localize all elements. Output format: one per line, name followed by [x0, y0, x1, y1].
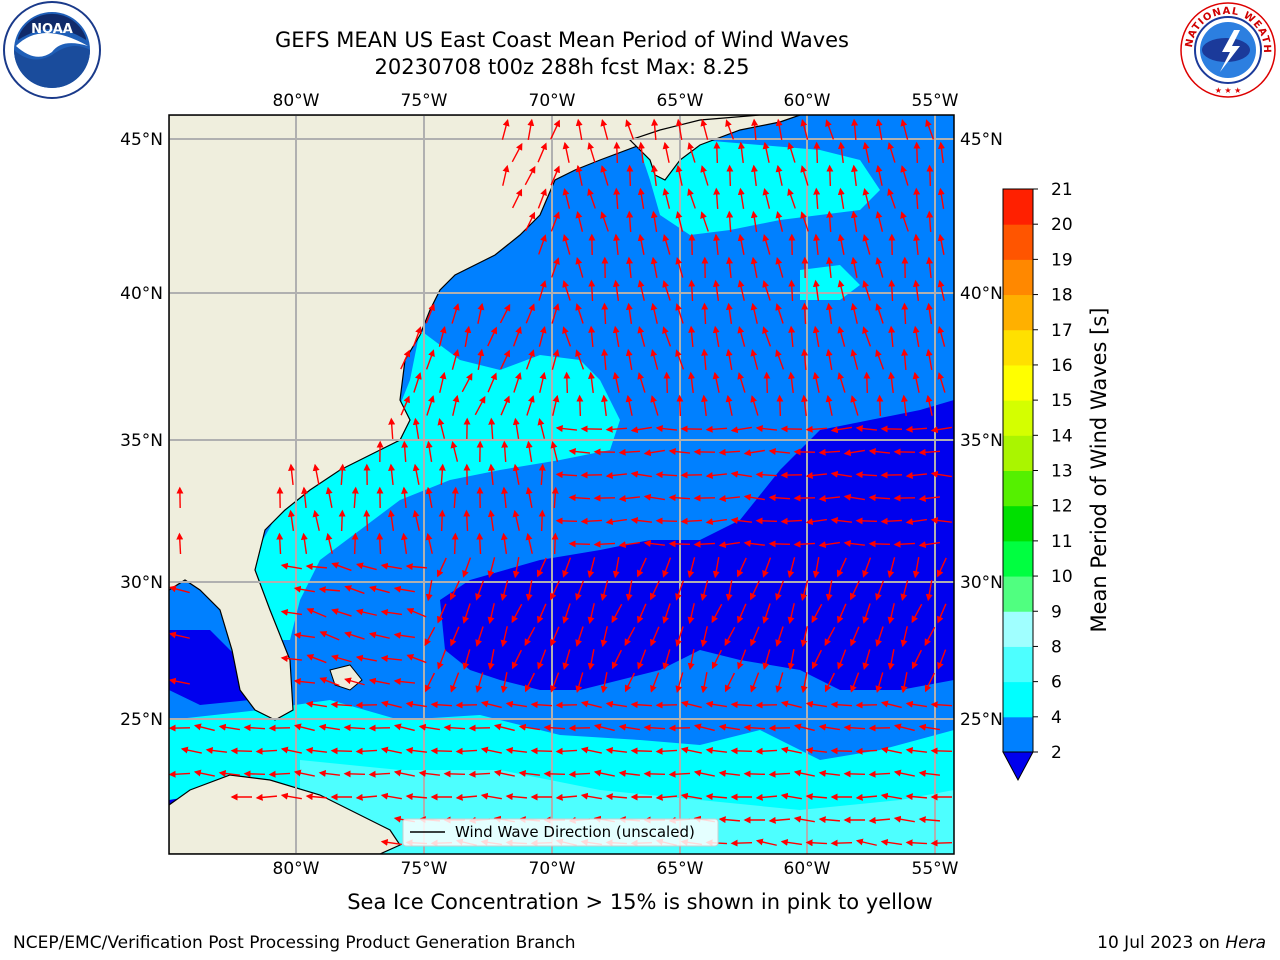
colorbar-segment — [1003, 540, 1033, 577]
colorbar-tick-label: 21 — [1051, 180, 1073, 200]
footer-date-text: 10 Jul 2023 on — [1097, 933, 1226, 953]
colorbar-segment — [1003, 646, 1033, 683]
wind-wave-direction-arrows — [169, 118, 953, 847]
colorbar-segment — [1003, 189, 1033, 225]
svg-text:★ ★ ★: ★ ★ ★ — [1215, 86, 1242, 95]
wave-period-band-4-6 — [240, 330, 620, 640]
colorbar-segment — [1003, 470, 1033, 507]
lat-label-left-25n: 25°N — [120, 710, 163, 730]
map-subtitle: 20230708 t00z 288h fcst Max: 8.25 — [374, 55, 750, 79]
lon-label-top-75w: 75°W — [401, 91, 448, 111]
colorbar-extend-arrow — [1002, 751, 1034, 782]
colorbar-label: Mean Period of Wind Waves [s] — [1087, 308, 1111, 633]
colorbar-tick-label: 19 — [1051, 250, 1073, 270]
wave-period-band-4-6-gulfofmaine — [640, 140, 880, 235]
colorbar-segment — [1003, 364, 1033, 401]
lat-label-right-40n: 40°N — [960, 284, 1003, 304]
us-east-coast-land — [169, 115, 801, 721]
noaa-logo: NOAA — [3, 1, 101, 99]
colorbar-tick-label: 14 — [1051, 426, 1073, 446]
lat-label-left-45n: 45°N — [120, 130, 163, 150]
colorbar-segment — [1003, 224, 1033, 260]
lat-label-right-30n: 30°N — [960, 573, 1003, 593]
colorbar: 2 4 6 8 9 10 11 12 13 14 15 16 17 18 19 20 21 — [1002, 180, 1073, 782]
map-plot-area — [169, 115, 954, 854]
colorbar-tick-label: 17 — [1051, 321, 1073, 341]
colorbar-segment — [1003, 329, 1033, 366]
lat-label-left-30n: 30°N — [120, 573, 163, 593]
colorbar-segment — [1003, 259, 1033, 296]
colorbar-segment — [1003, 681, 1033, 718]
lon-label-top-80w: 80°W — [273, 91, 320, 111]
lon-label-top-65w: 65°W — [657, 91, 704, 111]
lon-label-bottom-55w: 55°W — [912, 859, 959, 879]
lon-label-bottom-75w: 75°W — [401, 859, 448, 879]
colorbar-segment — [1003, 716, 1033, 753]
colorbar-tick-label: 18 — [1051, 286, 1073, 306]
noaa-logo-text: NOAA — [31, 22, 73, 37]
wave-period-below-2-gulf — [169, 630, 250, 705]
footer-producer: NCEP/EMC/Verification Post Processing Pr… — [13, 933, 576, 953]
colorbar-tick-label: 15 — [1051, 391, 1073, 411]
footer-date: 10 Jul 2023 on Hera — [1097, 933, 1266, 953]
map-title: GEFS MEAN US East Coast Mean Period of W… — [275, 28, 849, 52]
wave-period-band-4-6-patch — [800, 265, 860, 300]
colorbar-segment — [1003, 400, 1033, 436]
colorbar-tick-label: 6 — [1051, 673, 1062, 693]
colorbar-tick-label: 10 — [1051, 567, 1073, 587]
colorbar-tick-label: 2 — [1051, 743, 1062, 763]
colorbar-tick-label: 8 — [1051, 637, 1062, 657]
nws-logo: NATIONAL WEATHER SERVICE ★ ★ ★ — [1178, 0, 1276, 98]
lat-label-right-25n: 25°N — [960, 710, 1003, 730]
colorbar-segment — [1003, 576, 1033, 612]
cuba-land — [169, 774, 401, 854]
lon-label-bottom-70w: 70°W — [529, 859, 576, 879]
lat-label-right-35n: 35°N — [960, 431, 1003, 451]
colorbar-segment — [1003, 611, 1033, 647]
sea-ice-caption: Sea Ice Concentration > 15% is shown in … — [347, 890, 933, 914]
legend-label: Wind Wave Direction (unscaled) — [455, 823, 695, 841]
lon-label-top-60w: 60°W — [784, 91, 831, 111]
colorbar-tick-label: 12 — [1051, 497, 1073, 517]
colorbar-tick-label: 16 — [1051, 356, 1073, 376]
map-legend: Wind Wave Direction (unscaled) — [402, 818, 719, 847]
colorbar-tick-label: 20 — [1051, 215, 1073, 235]
colorbar-segment — [1003, 294, 1033, 331]
lat-label-left-40n: 40°N — [120, 284, 163, 304]
lat-label-left-35n: 35°N — [120, 431, 163, 451]
colorbar-segment — [1003, 505, 1033, 542]
footer-machine: Hera — [1225, 933, 1266, 953]
lon-label-top-70w: 70°W — [529, 91, 576, 111]
colorbar-tick-label: 9 — [1051, 602, 1062, 622]
colorbar-tick-label: 11 — [1051, 532, 1073, 552]
colorbar-tick-label: 13 — [1051, 462, 1073, 482]
lat-label-right-45n: 45°N — [960, 130, 1003, 150]
lon-label-bottom-65w: 65°W — [657, 859, 704, 879]
colorbar-tick-label: 4 — [1051, 708, 1062, 728]
map-frame — [168, 114, 955, 855]
colorbar-segment — [1003, 435, 1033, 471]
lon-label-top-55w: 55°W — [912, 91, 959, 111]
lon-label-bottom-60w: 60°W — [784, 859, 831, 879]
lon-label-bottom-80w: 80°W — [273, 859, 320, 879]
map-grid — [169, 115, 954, 854]
